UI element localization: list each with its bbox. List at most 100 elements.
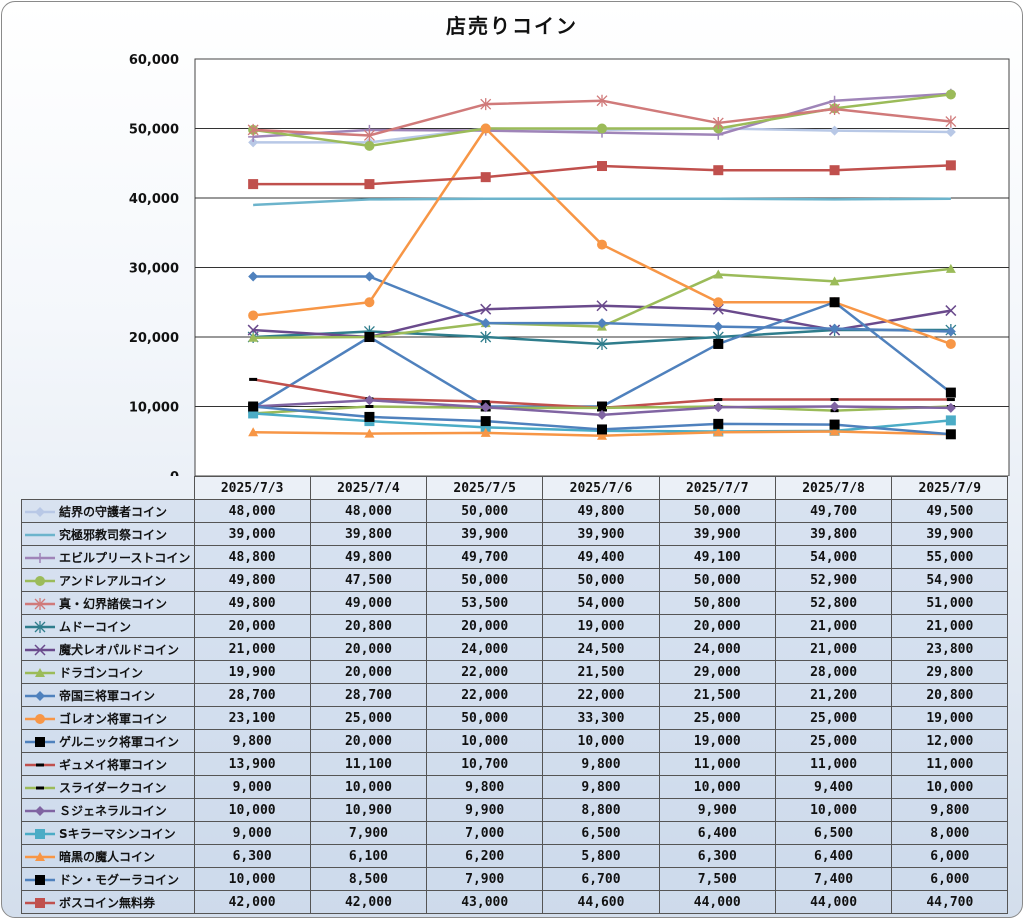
legend-swatch (25, 691, 55, 701)
data-label: 9,900 (658, 798, 776, 822)
legend-swatch (25, 553, 55, 563)
data-point (248, 332, 259, 342)
legend-entry: 究極邪教司祭コイン (21, 522, 195, 546)
series-name: 暗黒の魔人コイン (59, 849, 156, 864)
data-point (480, 416, 491, 427)
data-label: 6,200 (426, 844, 544, 868)
series-8 (248, 271, 956, 337)
data-point (596, 337, 608, 350)
data-point (713, 402, 724, 413)
x-tick-label: 2025/7/5 (426, 476, 544, 500)
data-point (34, 621, 46, 633)
data-label: 29,800 (891, 660, 1009, 684)
data-label: 10,900 (309, 798, 428, 822)
legend-swatch (25, 507, 55, 517)
data-label: 10,000 (309, 775, 428, 799)
x-tick-label: 2025/7/4 (309, 476, 428, 500)
data-point (364, 411, 375, 422)
data-point (34, 598, 46, 610)
data-label: 39,900 (426, 522, 544, 546)
data-label: 8,800 (542, 798, 660, 822)
data-label: 11,000 (891, 752, 1009, 776)
data-point (249, 377, 258, 381)
data-point (35, 576, 45, 586)
y-tick-label: 30,000 (129, 262, 179, 277)
data-point (36, 786, 44, 790)
data-label: 20,000 (426, 614, 544, 638)
legend-entry: スライダークコイン (21, 775, 195, 799)
data-label: 6,100 (309, 844, 428, 868)
data-label: 8,500 (309, 867, 428, 891)
data-label: 49,400 (542, 545, 660, 569)
data-label: 20,800 (891, 683, 1009, 707)
legend-swatch (25, 875, 55, 885)
data-point (829, 297, 840, 308)
data-label: 42,000 (193, 890, 311, 914)
data-point (247, 324, 259, 336)
data-label: 29,000 (658, 660, 776, 684)
data-label: 20,000 (309, 729, 428, 753)
data-label: 52,800 (774, 591, 893, 615)
data-point (945, 429, 956, 440)
data-label: 9,800 (193, 729, 311, 753)
data-label: 9,800 (542, 775, 660, 799)
data-label: 47,500 (309, 568, 428, 592)
data-label: 13,900 (193, 752, 311, 776)
data-label: 22,000 (542, 683, 660, 707)
data-point (364, 179, 375, 190)
data-point (597, 430, 607, 440)
data-label: 49,800 (193, 591, 311, 615)
data-label: 23,800 (891, 637, 1009, 661)
data-point (35, 553, 45, 563)
x-tick-label: 2025/7/8 (774, 476, 893, 500)
table-row: 真・幻界諸侯コイン 49,800 49,000 53,500 54,000 50,800 5… (21, 591, 1009, 615)
data-point (364, 428, 375, 438)
data-point (248, 179, 259, 190)
table-row: ゴレオン将軍コイン 23,100 25,000 50,000 33,300 25,000 2… (21, 706, 1009, 730)
data-label: 39,900 (891, 522, 1009, 546)
data-label: 22,000 (426, 683, 544, 707)
data-label: 50,000 (542, 568, 660, 592)
data-point (248, 427, 259, 437)
data-point (35, 668, 45, 677)
table-row: ドン・モグーラコイン 10,000 8,500 7,900 6,700 7,500 7,40… (21, 867, 1009, 891)
data-label: 25,000 (774, 729, 893, 753)
data-point (945, 305, 957, 317)
series-line (253, 197, 951, 207)
data-label: 55,000 (891, 545, 1009, 569)
series-name: 帝国三将軍コイン (59, 688, 156, 703)
data-point (35, 714, 45, 724)
data-point (945, 126, 956, 137)
data-label: 9,800 (891, 798, 1009, 822)
data-label: 9,900 (426, 798, 544, 822)
data-label: 12,000 (891, 729, 1009, 753)
data-point (480, 318, 491, 329)
legend-swatch (25, 852, 55, 861)
data-point (945, 160, 956, 171)
data-label: 39,800 (774, 522, 893, 546)
data-point (35, 898, 45, 908)
data-point (480, 303, 492, 315)
data-label: 20,000 (193, 614, 311, 638)
data-label: 53,500 (426, 591, 544, 615)
data-point (713, 269, 724, 279)
data-label: 49,800 (309, 545, 428, 569)
data-point (364, 332, 375, 342)
data-label: 6,000 (891, 867, 1009, 891)
data-label: 28,000 (774, 660, 893, 684)
data-label: 42,000 (309, 890, 428, 914)
y-tick-label: 50,000 (129, 123, 179, 138)
data-label: 6,500 (774, 821, 893, 845)
data-label: 11,000 (658, 752, 776, 776)
data-label: 19,900 (193, 660, 311, 684)
data-point (597, 161, 607, 172)
data-label: 49,100 (658, 545, 776, 569)
data-point (829, 401, 840, 412)
series-name: ゲルニック将軍コイン (59, 734, 180, 749)
data-label: 20,000 (309, 637, 428, 661)
data-label: 50,800 (658, 591, 776, 615)
data-point (945, 115, 957, 128)
legend-swatch (25, 668, 55, 677)
legend-swatch (25, 806, 55, 816)
data-point (829, 165, 840, 176)
